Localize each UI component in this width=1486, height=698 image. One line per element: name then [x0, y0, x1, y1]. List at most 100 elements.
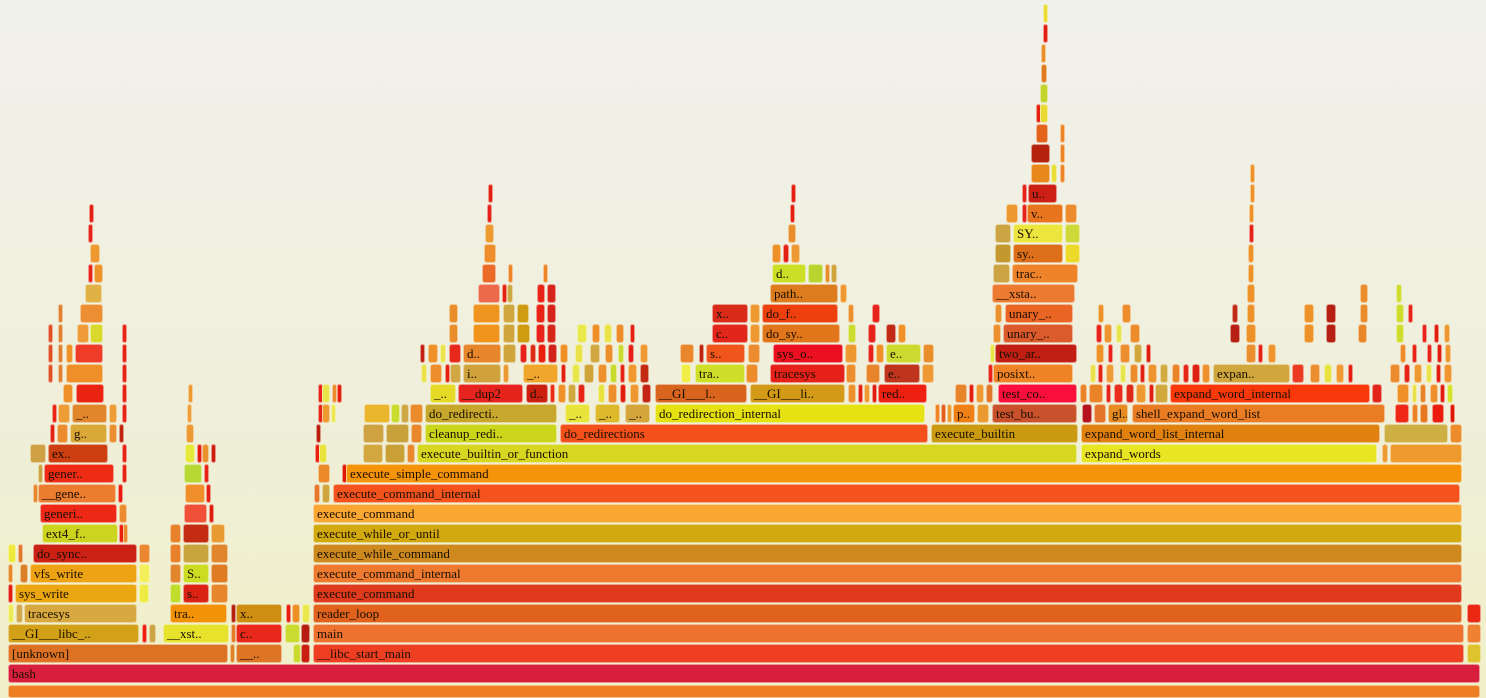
flame-frame[interactable]: [538, 344, 546, 363]
flame-frame[interactable]: [66, 364, 103, 383]
flame-frame[interactable]: [185, 444, 195, 463]
flame-frame[interactable]: [209, 504, 214, 523]
flame-frame[interactable]: [1250, 184, 1255, 203]
flame-frame[interactable]: [122, 324, 127, 343]
frame-_[interactable]: _..: [523, 364, 558, 383]
frame-execute_builtin[interactable]: execute_builtin: [931, 424, 1078, 443]
frame-unknown[interactable]: [unknown]: [8, 644, 228, 663]
flame-frame[interactable]: [473, 324, 500, 343]
flame-frame[interactable]: [584, 364, 594, 383]
frame-sys_o[interactable]: sys_o..: [773, 344, 843, 363]
flame-frame[interactable]: [543, 264, 548, 283]
flame-frame[interactable]: [1106, 364, 1114, 383]
flame-frame[interactable]: [1412, 404, 1418, 423]
frame-expand_word_list_internal[interactable]: expand_word_list_internal: [1081, 424, 1380, 443]
flame-frame[interactable]: [1060, 144, 1065, 163]
flame-frame[interactable]: [8, 544, 16, 563]
flame-frame[interactable]: [122, 344, 127, 363]
flame-frame[interactable]: [1450, 404, 1455, 423]
frame-expan[interactable]: expan..: [1213, 364, 1290, 383]
frame-test_bu[interactable]: test_bu..: [992, 404, 1077, 423]
flame-frame[interactable]: [488, 184, 493, 203]
flame-frame[interactable]: [536, 324, 545, 343]
flame-frame[interactable]: [1467, 644, 1481, 663]
frame-do_redirecti[interactable]: do_redirecti..: [425, 404, 557, 423]
flame-frame[interactable]: [630, 384, 639, 403]
flame-frame[interactable]: [292, 604, 300, 623]
flame-frame[interactable]: [872, 304, 880, 323]
flame-frame[interactable]: [109, 424, 117, 443]
flame-frame[interactable]: [947, 404, 952, 423]
flame-frame[interactable]: [1384, 424, 1448, 443]
flame-frame[interactable]: [1447, 384, 1453, 403]
frame-execute_command[interactable]: execute_command: [313, 504, 1462, 523]
flame-frame[interactable]: [77, 324, 89, 343]
frame-_[interactable]: _..: [625, 404, 650, 423]
flame-frame[interactable]: [302, 604, 310, 623]
flame-frame[interactable]: [1130, 364, 1138, 383]
flame-frame[interactable]: [30, 444, 46, 463]
frame-__xst[interactable]: __xst..: [163, 624, 229, 643]
flame-frame[interactable]: [322, 484, 330, 503]
flame-frame[interactable]: [502, 284, 507, 303]
flame-frame[interactable]: [995, 304, 1002, 323]
frame-unary_[interactable]: unary_..: [1005, 304, 1073, 323]
frame-c[interactable]: c..: [712, 324, 748, 343]
flame-frame[interactable]: [845, 344, 857, 363]
flame-frame[interactable]: [89, 204, 94, 223]
flame-frame[interactable]: [746, 364, 758, 383]
flame-frame[interactable]: [604, 324, 612, 343]
frame-expand_words[interactable]: expand_words: [1081, 444, 1377, 463]
flame-frame[interactable]: [955, 384, 967, 403]
flame-frame[interactable]: [547, 304, 556, 323]
flame-frame[interactable]: [445, 364, 450, 383]
frame-reader_loop[interactable]: reader_loop: [313, 604, 1462, 623]
flame-frame[interactable]: [1427, 344, 1432, 363]
frame-execute_builtin_or_function[interactable]: execute_builtin_or_function: [417, 444, 1077, 463]
flame-frame[interactable]: [1248, 264, 1254, 283]
flame-frame[interactable]: [547, 284, 556, 303]
flame-frame[interactable]: [119, 424, 124, 443]
frame-s[interactable]: S..: [183, 564, 209, 583]
flame-frame[interactable]: [139, 544, 150, 563]
flame-frame[interactable]: [808, 264, 823, 283]
flame-frame[interactable]: [848, 384, 856, 403]
flame-frame[interactable]: [1031, 144, 1050, 163]
frame-two_ar[interactable]: two_ar..: [995, 344, 1077, 363]
flame-frame[interactable]: [58, 344, 63, 363]
flame-frame[interactable]: [1396, 324, 1404, 343]
frame-gl[interactable]: gl..: [1108, 404, 1128, 423]
flame-frame[interactable]: [450, 364, 461, 383]
flame-frame[interactable]: [1467, 624, 1481, 643]
flame-frame[interactable]: [391, 404, 400, 423]
flame-frame[interactable]: [1122, 304, 1131, 323]
flame-frame[interactable]: [482, 264, 496, 283]
flame-frame[interactable]: [1420, 404, 1428, 423]
flame-frame[interactable]: [1155, 384, 1168, 403]
flame-frame[interactable]: [8, 584, 13, 603]
flame-frame[interactable]: [1149, 384, 1154, 403]
flame-frame[interactable]: [1450, 424, 1462, 443]
flame-frame[interactable]: [1414, 364, 1422, 383]
flame-frame[interactable]: [616, 324, 624, 343]
flame-frame[interactable]: [1041, 64, 1047, 83]
flame-frame[interactable]: [922, 364, 934, 383]
frame-__[interactable]: __..: [236, 644, 282, 663]
flame-frame[interactable]: [840, 284, 847, 303]
frame-execute_command_internal[interactable]: execute_command_internal: [333, 484, 1460, 503]
flame-frame[interactable]: [90, 244, 100, 263]
frame-bash[interactable]: bash: [8, 664, 1480, 683]
frame-g[interactable]: g..: [70, 424, 107, 443]
flame-frame[interactable]: [1304, 304, 1314, 323]
flame-frame[interactable]: [1426, 364, 1432, 383]
flame-frame[interactable]: [411, 424, 422, 443]
flame-frame[interactable]: [537, 284, 545, 303]
flame-frame[interactable]: [204, 464, 209, 483]
flame-frame[interactable]: [314, 484, 320, 503]
frame-tra[interactable]: tra..: [170, 604, 227, 623]
flame-frame[interactable]: [48, 344, 53, 363]
frame-generi[interactable]: generi..: [40, 504, 117, 523]
frame-sys_write[interactable]: sys_write: [15, 584, 137, 603]
frame-d[interactable]: d..: [526, 384, 548, 403]
flame-frame[interactable]: [18, 544, 23, 563]
